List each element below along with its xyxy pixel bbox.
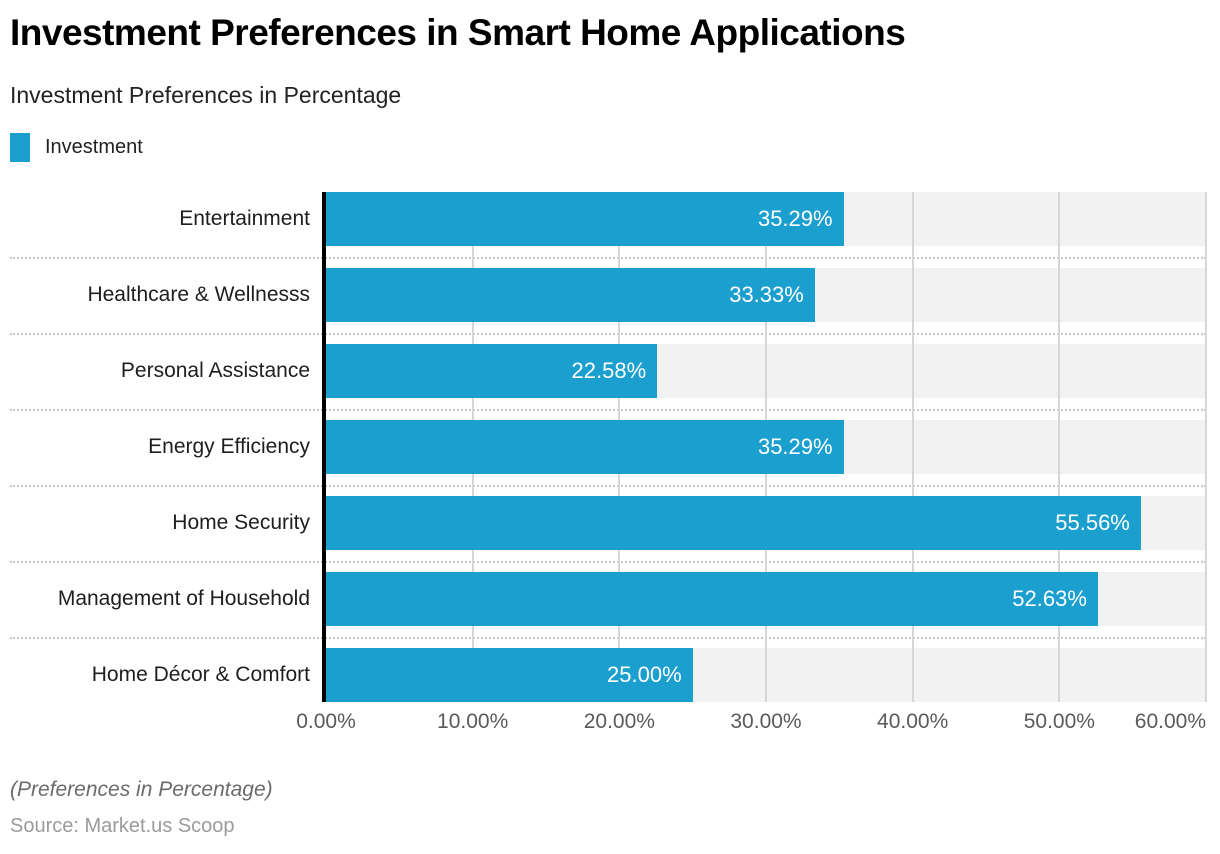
plot-area: Entertainment 35.29% Healthcare & Wellness… (0, 192, 1220, 702)
footnote: (Preferences in Percentage) (10, 778, 273, 801)
category-label: Personal Assistance (120, 359, 310, 382)
category-label: Healthcare & Wellnesss (87, 283, 310, 306)
chart-subtitle: Investment Preferences in Percentage (10, 82, 402, 108)
bar-value-label: 22.58% (571, 358, 647, 383)
row-separator (10, 257, 1206, 259)
source-text: Source: Market.us Scoop (10, 815, 235, 837)
gridline (1058, 192, 1061, 702)
x-tick-label: 20.00% (583, 710, 655, 733)
row-separator (10, 561, 1206, 563)
gridline (911, 192, 914, 702)
bar-track: 52.63% (326, 572, 1206, 626)
category-label: Home Security (172, 511, 310, 534)
row-separator (10, 409, 1206, 411)
bar-value-label: 25.00% (607, 662, 682, 687)
x-tick-label: 60.00% (1134, 710, 1206, 733)
x-tick-label: 40.00% (877, 710, 949, 733)
chart-row: Healthcare & Wellnesss 33.33% (0, 268, 1220, 322)
legend: Investment (10, 133, 143, 162)
bar-value-label: 33.33% (729, 282, 804, 307)
x-tick-label: 50.00% (1023, 710, 1095, 733)
bar-value-label: 35.29% (757, 206, 833, 231)
category-label: Management of Household (57, 587, 310, 610)
bar[interactable]: 35.29% (326, 192, 844, 246)
row-separator (10, 485, 1206, 487)
bar-value-label: 35.29% (757, 434, 833, 459)
bar[interactable]: 33.33% (326, 268, 815, 322)
x-tick-label: 10.00% (437, 710, 509, 733)
row-separator (10, 333, 1206, 335)
x-axis: 0.00% 10.00% 20.00% 30.00% 40.00% 50.00% 60.00… (0, 710, 1220, 740)
bar-chart: Entertainment 35.29% Healthcare & Wellness… (0, 192, 1220, 752)
category-label: Energy Efficiency (148, 435, 310, 458)
chart-row: Home Security 55.56% (0, 496, 1220, 550)
bar-value-label: 55.56% (1055, 510, 1130, 535)
bar-track: 55.56% (326, 496, 1206, 550)
bar[interactable]: 22.58% (326, 344, 658, 398)
page-title: Investment Preferences in Smart Home App… (10, 12, 906, 53)
bar-value-label: 52.63% (1012, 586, 1087, 611)
legend-label[interactable]: Investment (45, 136, 143, 158)
y-axis-line (322, 192, 326, 702)
row-separator (10, 637, 1206, 639)
legend-swatch-icon[interactable] (10, 133, 30, 162)
category-label: Entertainment (179, 207, 310, 230)
x-tick-label: 0.00% (296, 710, 356, 733)
gridline (1205, 192, 1207, 702)
chart-row: Management of Household 52.63% (0, 572, 1220, 626)
bar[interactable]: 35.29% (326, 420, 844, 474)
bar[interactable]: 55.56% (326, 496, 1141, 550)
category-label: Home Décor & Comfort (91, 663, 310, 686)
bar[interactable]: 25.00% (326, 648, 693, 702)
bar[interactable]: 52.63% (326, 572, 1098, 626)
x-tick-label: 30.00% (730, 710, 802, 733)
